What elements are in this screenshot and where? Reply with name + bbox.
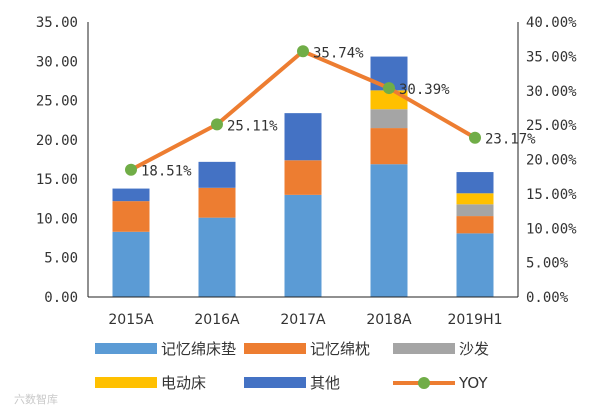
bar-segment xyxy=(112,188,150,202)
yoy-line: 18.51% 25.11% 35.74% 30.39% 23.17% xyxy=(125,45,536,180)
bar-segment xyxy=(370,109,408,129)
watermark: 六数智库 xyxy=(14,392,58,406)
x-tick-label: 2015A xyxy=(108,312,154,328)
bar-segment xyxy=(456,193,494,205)
yoy-data-label: 35.74% xyxy=(313,45,364,61)
bar-segment xyxy=(198,187,236,218)
yoy-data-label: 18.51% xyxy=(141,164,192,180)
left-tick-label: 35.00 xyxy=(36,15,78,31)
right-tick-label: 40.00% xyxy=(526,15,577,31)
bar-segment xyxy=(370,164,408,297)
bar-segment xyxy=(198,161,236,188)
bars xyxy=(112,56,494,297)
bar-segment xyxy=(456,172,494,194)
right-tick-label: 30.00% xyxy=(526,84,577,100)
x-axis-ticks: 2015A 2016A 2017A 2018A 2019H1 xyxy=(108,312,502,328)
x-tick-label: 2018A xyxy=(366,312,412,328)
legend-marker xyxy=(418,377,430,389)
x-tick-label: 2016A xyxy=(194,312,240,328)
legend-label: 其他 xyxy=(310,374,340,392)
yoy-marker xyxy=(125,163,137,176)
bar-segment xyxy=(456,204,494,217)
legend-label: 电动床 xyxy=(161,374,206,392)
left-tick-label: 30.00 xyxy=(36,54,78,70)
left-tick-label: 0.00 xyxy=(44,290,78,306)
legend-swatch xyxy=(393,343,455,354)
left-tick-label: 20.00 xyxy=(36,133,78,149)
left-axis-ticks: 0.00 5.00 10.00 15.00 20.00 25.00 30.00 35.00 xyxy=(36,15,78,306)
right-tick-label: 5.00% xyxy=(526,256,569,272)
bar-segment xyxy=(284,113,322,161)
right-tick-label: 35.00% xyxy=(526,49,577,65)
yoy-data-label: 25.11% xyxy=(227,118,278,134)
legend-label: 记忆绵枕 xyxy=(310,340,370,358)
legend-swatch xyxy=(244,343,306,354)
yoy-data-label: 30.39% xyxy=(399,82,450,98)
legend-label: 记忆绵床垫 xyxy=(161,340,236,358)
axes xyxy=(87,22,519,298)
bar-segment xyxy=(284,194,322,297)
legend-swatch xyxy=(95,377,157,388)
legend-swatch xyxy=(95,343,157,354)
yoy-marker xyxy=(297,45,309,58)
yoy-marker xyxy=(469,131,481,144)
x-tick-label: 2019H1 xyxy=(447,312,502,328)
legend-swatch xyxy=(244,377,306,388)
yoy-data-label: 23.17% xyxy=(485,132,536,148)
right-tick-label: 20.00% xyxy=(526,153,577,169)
legend-label: YOY xyxy=(458,374,488,392)
bar-segment xyxy=(456,233,494,297)
bar-segment xyxy=(112,231,150,297)
bar-segment xyxy=(456,216,494,234)
right-tick-label: 0.00% xyxy=(526,290,569,306)
bar-segment xyxy=(112,201,150,232)
right-tick-label: 25.00% xyxy=(526,118,577,134)
bar-segment xyxy=(198,217,236,297)
right-tick-label: 15.00% xyxy=(526,187,577,203)
x-tick-label: 2017A xyxy=(280,312,326,328)
right-tick-label: 10.00% xyxy=(526,221,577,237)
bar-segment xyxy=(370,128,408,165)
bar-segment xyxy=(284,160,322,195)
legend-label: 沙发 xyxy=(459,340,489,358)
yoy-marker xyxy=(383,82,395,95)
left-tick-label: 5.00 xyxy=(44,251,78,267)
left-tick-label: 25.00 xyxy=(36,94,78,110)
yoy-marker xyxy=(211,118,223,131)
right-axis-ticks: 0.00% 5.00% 10.00% 15.00% 20.00% 25.00% 30.00%… xyxy=(526,15,577,306)
left-tick-label: 10.00 xyxy=(36,211,78,227)
left-tick-label: 15.00 xyxy=(36,172,78,188)
